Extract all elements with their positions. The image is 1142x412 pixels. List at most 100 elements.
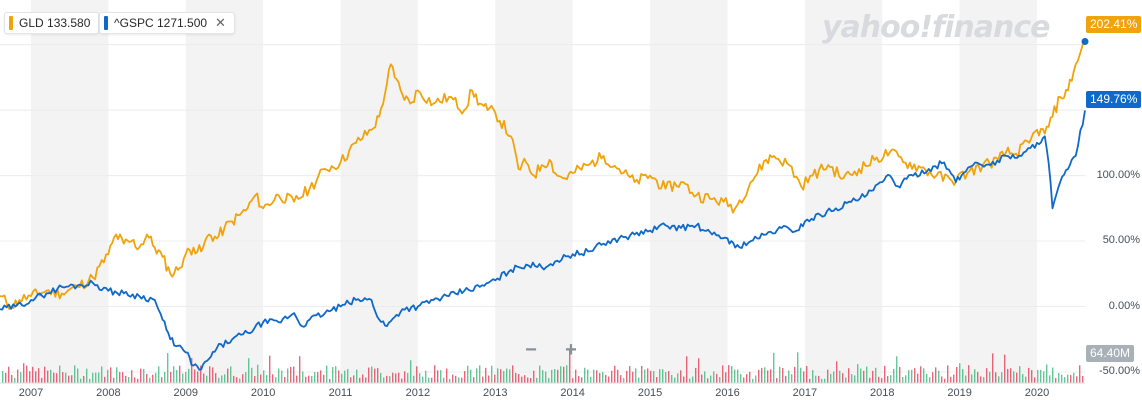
legend-gspc[interactable]: ^GSPC 1271.500 ✕ xyxy=(99,12,235,34)
volume-bar xyxy=(86,368,88,383)
legend-gld-symbol: GLD xyxy=(19,16,44,30)
volume-bar xyxy=(872,370,874,383)
volume-bar xyxy=(995,372,997,383)
yahoo-finance-logo: yahoo!finance xyxy=(822,10,1050,45)
volume-bar xyxy=(875,367,877,383)
volume-bar xyxy=(17,369,19,383)
volume-bar xyxy=(317,372,319,383)
volume-bar xyxy=(620,375,622,383)
legend-gld[interactable]: GLD 133.580 xyxy=(4,12,100,34)
volume-bar xyxy=(770,369,772,383)
volume-bar xyxy=(263,370,265,383)
volume-bar xyxy=(857,364,859,383)
volume-bar xyxy=(254,376,256,383)
volume-bar xyxy=(269,355,271,383)
volume-bar xyxy=(596,370,598,383)
volume-bar xyxy=(137,378,139,383)
close-icon[interactable]: ✕ xyxy=(215,15,226,30)
volume-bar xyxy=(227,368,229,383)
volume-bars xyxy=(2,348,1084,383)
volume-bar xyxy=(95,372,97,383)
volume-bar xyxy=(524,375,526,383)
volume-bar xyxy=(425,370,427,383)
volume-bar xyxy=(935,367,937,383)
volume-bar xyxy=(836,361,838,383)
volume-bar xyxy=(644,369,646,383)
volume-bar xyxy=(266,375,268,383)
volume-bar xyxy=(260,374,262,383)
volume-bar xyxy=(257,364,259,383)
volume-bar xyxy=(230,366,232,383)
volume-bar xyxy=(8,366,10,383)
volume-bar xyxy=(188,368,190,383)
volume-bar xyxy=(563,366,565,383)
gspc-last-tag: 149.76% xyxy=(1086,91,1142,108)
volume-bar xyxy=(734,369,736,383)
volume-bar xyxy=(290,366,292,383)
volume-bar xyxy=(566,365,568,383)
volume-bar xyxy=(878,376,880,383)
volume-bar xyxy=(185,371,187,383)
volume-bar xyxy=(275,377,277,383)
volume-bar xyxy=(491,365,493,383)
x-tick-label: 2007 xyxy=(18,387,44,399)
volume-bar xyxy=(860,368,862,383)
volume-bar xyxy=(305,376,307,383)
volume-bar xyxy=(830,373,832,383)
volume-bar xyxy=(812,370,814,383)
volume-bar xyxy=(314,372,316,383)
volume-bar xyxy=(902,376,904,383)
zoom-in-button[interactable]: + xyxy=(565,339,577,361)
volume-bar xyxy=(920,366,922,383)
x-tick-label: 2011 xyxy=(328,387,353,399)
volume-bar xyxy=(35,371,37,383)
volume-bar xyxy=(1016,372,1018,383)
volume-bar xyxy=(62,372,64,383)
volume-bar xyxy=(101,366,103,383)
volume-bar xyxy=(1028,367,1030,383)
volume-bar xyxy=(893,368,895,383)
volume-bar xyxy=(143,368,145,383)
volume-bar xyxy=(683,376,685,383)
volume-bar xyxy=(485,367,487,383)
volume-bar xyxy=(302,371,304,383)
volume-bar xyxy=(449,378,451,383)
volume-bar xyxy=(701,374,703,383)
y-tick-label: 0.00% xyxy=(1108,299,1140,312)
volume-bar xyxy=(368,367,370,383)
series-line-gld xyxy=(0,40,1086,310)
volume-bar xyxy=(788,370,790,383)
volume-bar xyxy=(173,366,175,383)
volume-bar xyxy=(635,368,637,383)
volume-bar xyxy=(1040,369,1042,383)
volume-bar xyxy=(332,367,334,383)
volume-bar xyxy=(80,378,82,383)
volume-bar xyxy=(899,367,901,383)
volume-bar xyxy=(623,378,625,383)
x-tick-label: 2020 xyxy=(1024,387,1050,399)
series-line-gspc xyxy=(0,110,1086,371)
volume-bar xyxy=(131,370,133,383)
volume-bar xyxy=(605,374,607,383)
volume-bar xyxy=(698,358,700,383)
volume-bar xyxy=(806,366,808,383)
volume-bar xyxy=(248,358,250,383)
volume-bar xyxy=(98,372,100,383)
volume-bar xyxy=(671,374,673,383)
volume-bar xyxy=(782,367,784,383)
volume-bar xyxy=(953,374,955,383)
volume-bar xyxy=(908,370,910,383)
volume-bar xyxy=(761,368,763,383)
volume-bar xyxy=(350,377,352,383)
volume-bar xyxy=(764,367,766,383)
x-tick-label: 2014 xyxy=(560,387,585,399)
volume-bar xyxy=(407,372,409,383)
volume-bar xyxy=(746,374,748,383)
volume-bar xyxy=(371,366,373,383)
volume-bar xyxy=(311,375,313,383)
volume-bar xyxy=(152,374,154,383)
volume-bar xyxy=(392,372,394,383)
volume-bar xyxy=(164,372,166,383)
zoom-out-button[interactable]: − xyxy=(525,339,537,361)
